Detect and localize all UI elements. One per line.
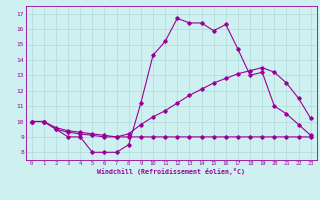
X-axis label: Windchill (Refroidissement éolien,°C): Windchill (Refroidissement éolien,°C) bbox=[97, 168, 245, 175]
